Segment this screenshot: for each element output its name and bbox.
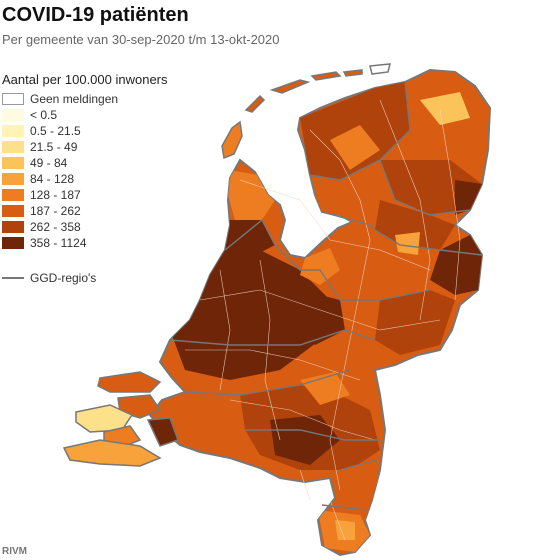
legend-title: Aantal per 100.000 inwoners xyxy=(2,72,168,87)
legend-swatch xyxy=(2,173,24,185)
legend-item: < 0.5 xyxy=(2,107,202,123)
legend-swatch xyxy=(2,237,24,249)
legend-label: 187 - 262 xyxy=(30,204,81,218)
page-title: COVID-19 patiënten xyxy=(2,4,189,26)
legend-item: 21.5 - 49 xyxy=(2,139,202,155)
legend-swatch xyxy=(2,205,24,217)
legend-item: 84 - 128 xyxy=(2,171,202,187)
legend-label: 128 - 187 xyxy=(30,188,81,202)
legend-label: < 0.5 xyxy=(30,108,58,122)
legend-item: 0.5 - 21.5 xyxy=(2,123,202,139)
ggd-legend: GGD-regio's xyxy=(2,270,96,286)
legend-swatch xyxy=(2,189,24,201)
zeeland-islands xyxy=(62,371,179,467)
legend-item: 358 - 1124 xyxy=(2,235,202,251)
legend-label: Geen meldingen xyxy=(30,92,119,106)
legend-item: 262 - 358 xyxy=(2,219,202,235)
legend-item: 49 - 84 xyxy=(2,155,202,171)
legend-swatch xyxy=(2,157,24,169)
legend-label: 21.5 - 49 xyxy=(30,140,78,154)
legend-item: 128 - 187 xyxy=(2,187,202,203)
legend-swatch xyxy=(2,125,24,137)
legend-swatch xyxy=(2,221,24,233)
legend-label: 0.5 - 21.5 xyxy=(30,124,81,138)
legend: Aantal per 100.000 inwoners Geen melding… xyxy=(2,72,202,251)
source-label: RIVM xyxy=(2,546,27,557)
ggd-line-swatch xyxy=(2,277,24,279)
legend-label: 84 - 128 xyxy=(30,172,75,186)
legend-label: 49 - 84 xyxy=(30,156,68,170)
legend-label: 358 - 1124 xyxy=(30,236,87,250)
netherlands-landmass xyxy=(148,68,492,557)
legend-swatch xyxy=(2,141,24,153)
legend-swatch xyxy=(2,93,24,105)
page-subtitle: Per gemeente van 30-sep-2020 t/m 13-okt-… xyxy=(2,32,280,47)
legend-swatch xyxy=(2,109,24,121)
legend-label: 262 - 358 xyxy=(30,220,81,234)
legend-item: Geen meldingen xyxy=(2,91,202,107)
wadden-islands xyxy=(221,63,391,160)
ggd-legend-label: GGD-regio's xyxy=(30,271,97,285)
legend-items: Geen meldingen < 0.5 0.5 - 21.5 21.5 - 49 49… xyxy=(2,91,202,251)
legend-item: 187 - 262 xyxy=(2,203,202,219)
